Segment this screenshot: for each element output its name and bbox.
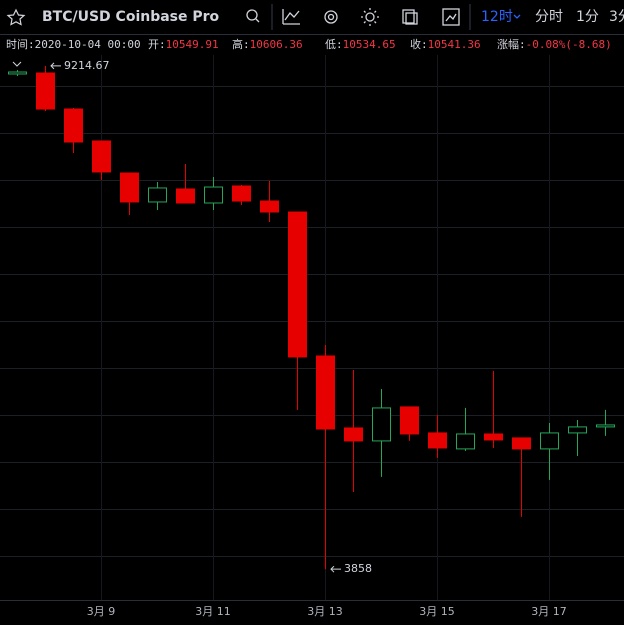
candle-body — [344, 427, 363, 442]
candle-body — [484, 433, 503, 441]
candle-body — [512, 437, 531, 450]
candle-body — [92, 140, 111, 173]
search-icon[interactable] — [246, 9, 258, 21]
favorite-icon[interactable] — [6, 8, 26, 26]
settings-icon[interactable] — [324, 10, 338, 24]
candle-body — [316, 355, 335, 430]
candle-body — [148, 187, 167, 203]
info-value: 10606.36 — [250, 38, 303, 51]
annotation-label: 3858 — [344, 562, 372, 575]
info-label: 收: — [410, 37, 428, 51]
candle-body — [568, 426, 587, 434]
info-value: 2020-10-04 00:00 — [35, 38, 141, 51]
theme-icon[interactable] — [361, 8, 379, 26]
candle-body — [36, 72, 55, 110]
ohlc-info: 时间: 2020-10-04 00:00 开: 10549.91 高: 10606.36 低… — [6, 37, 612, 51]
info-value: -0.08%(-8.68) — [526, 38, 612, 51]
candle-body — [540, 432, 559, 450]
candle-body — [120, 172, 139, 203]
info-label: 低: — [325, 38, 343, 51]
candle-body — [260, 200, 279, 213]
candle-body — [596, 424, 615, 428]
info-label: 开: — [148, 38, 166, 51]
annotation-arrow — [330, 565, 341, 573]
info-value: 10541.36 — [428, 38, 481, 51]
grid — [0, 55, 624, 600]
candle-body — [204, 186, 223, 204]
candle-body — [428, 432, 447, 449]
info-label: 涨幅: — [497, 38, 526, 51]
info-label: 高: — [232, 37, 250, 51]
layout-icon[interactable] — [445, 13, 457, 22]
x-tick-label: 3月 13 — [307, 605, 343, 618]
interval-button[interactable]: 1分 — [576, 9, 599, 25]
compare-icon[interactable] — [405, 12, 418, 25]
candle-body — [8, 71, 27, 75]
annotation-arrow — [50, 62, 61, 70]
x-tick-label: 3月 15 — [419, 605, 455, 618]
info-value: 10549.91 — [166, 38, 219, 51]
interval-button[interactable]: 3分 — [609, 9, 624, 25]
candle-body — [456, 433, 475, 450]
interval-button[interactable]: 12时 — [481, 9, 513, 25]
settings-icon[interactable] — [327, 13, 335, 21]
annotation-label: 9214.67 — [64, 59, 110, 72]
info-label: 时间: — [6, 38, 35, 51]
candle-body — [288, 211, 307, 358]
info-value: 10534.65 — [343, 38, 396, 51]
x-tick-label: 3月 17 — [531, 605, 567, 618]
layout-icon[interactable] — [442, 8, 460, 26]
dropdown-icon[interactable] — [513, 14, 521, 19]
indicator-icon[interactable] — [282, 9, 300, 25]
toolbar — [0, 0, 624, 34]
compare-icon[interactable] — [402, 9, 415, 24]
candle-body — [64, 108, 83, 143]
candle-body — [232, 185, 251, 202]
x-axis: 3月 9 3月 11 3月 13 3月 15 3月 17 — [87, 605, 567, 618]
candle-body — [372, 407, 391, 442]
search-icon[interactable] — [255, 18, 260, 23]
x-tick-label: 3月 11 — [195, 605, 231, 618]
plot: 9214.67 3858 — [8, 59, 615, 575]
x-tick-label: 3月 9 — [87, 605, 116, 618]
candle-body — [400, 406, 419, 435]
symbol[interactable]: BTC/USD Coinbase Pro — [42, 9, 220, 25]
candle-body — [176, 188, 195, 204]
theme-icon[interactable] — [365, 12, 375, 22]
interval-button[interactable]: 分时 — [535, 9, 563, 25]
collapse-icon — [12, 61, 22, 67]
